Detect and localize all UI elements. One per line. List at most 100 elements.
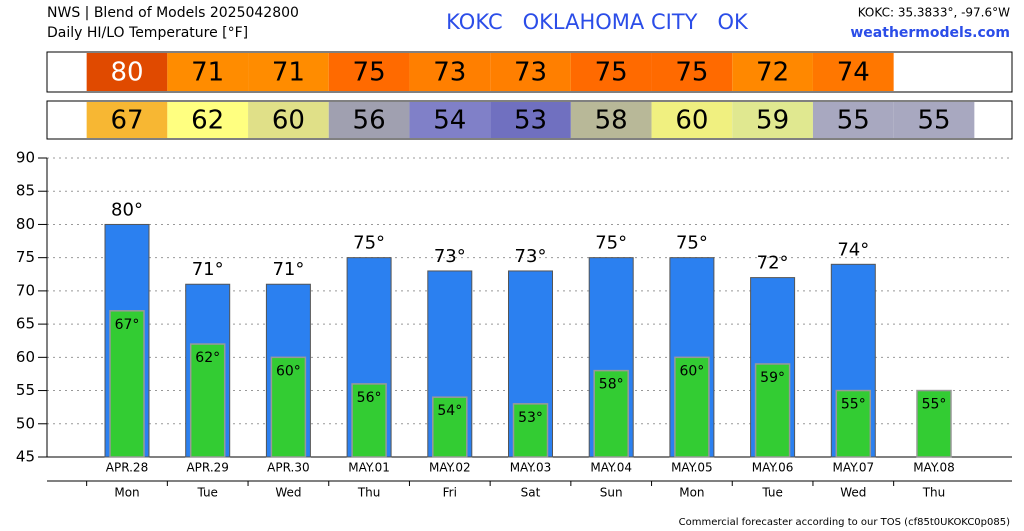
- table-value: 80: [110, 58, 143, 88]
- weekday-label: Sun: [600, 486, 623, 500]
- x-tick-label: APR.29: [186, 461, 228, 475]
- low-bar: [593, 369, 629, 458]
- chart-title: NWS | Blend of Models 2025042800: [47, 5, 299, 21]
- low-label: 59°: [760, 370, 785, 386]
- low-bar: [351, 383, 387, 458]
- x-tick-label: MAY.03: [510, 461, 552, 475]
- y-tick-label: 90: [16, 149, 35, 167]
- high-label: 73°: [515, 246, 547, 267]
- high-label: 75°: [676, 233, 708, 254]
- weekday-label: Wed: [840, 486, 866, 500]
- table-cell: [812, 102, 894, 138]
- high-label: 72°: [757, 253, 789, 274]
- table-cell: [409, 53, 491, 91]
- table-value: 60: [675, 106, 708, 136]
- weekday-label: Thu: [922, 486, 946, 500]
- y-tick-label: 55: [16, 381, 35, 399]
- source: weathermodels.com: [850, 25, 1010, 41]
- table-value: 67: [110, 106, 143, 136]
- table-value: 55: [837, 106, 870, 136]
- weekday-label: Wed: [275, 486, 301, 500]
- low-label: 54°: [437, 403, 462, 419]
- table-cell: [328, 53, 410, 91]
- x-tick-label: MAY.01: [348, 461, 390, 475]
- low-label: 56°: [357, 390, 382, 406]
- table-cell: [248, 53, 329, 91]
- x-tick-label: MAY.08: [913, 461, 955, 475]
- table-value: 55: [917, 106, 950, 136]
- y-tick-label: 50: [16, 414, 35, 432]
- low-bar: [189, 343, 226, 458]
- table-cell: [86, 53, 168, 91]
- low-bar: [270, 356, 307, 458]
- weekday-label: Tue: [761, 486, 783, 500]
- high-label: 75°: [595, 233, 627, 254]
- chart-subtitle: Daily HI/LO Temperature [°F]: [47, 25, 248, 41]
- table-cell: [167, 53, 249, 91]
- table-value: 71: [191, 58, 224, 88]
- low-label: 55°: [841, 397, 866, 413]
- y-tick-label: 85: [16, 182, 35, 200]
- x-tick-label: APR.28: [106, 461, 148, 475]
- table-cell: [651, 53, 733, 91]
- table-cell: [248, 102, 329, 138]
- table-value: 73: [514, 58, 547, 88]
- weekday-label: Tue: [196, 486, 218, 500]
- table-value: 59: [756, 106, 789, 136]
- table-cell: [409, 102, 491, 138]
- low-label: 55°: [922, 397, 947, 413]
- table-value: 75: [353, 58, 386, 88]
- low-bar: [109, 310, 145, 458]
- low-label: 60°: [276, 363, 301, 379]
- weekday-label: Mon: [679, 486, 704, 500]
- table-cell: [812, 53, 894, 91]
- low-bar: [674, 356, 710, 458]
- table-value: 74: [837, 58, 870, 88]
- low-bar: [916, 389, 952, 458]
- x-tick-label: MAY.06: [752, 461, 794, 475]
- table-cell: [732, 102, 813, 138]
- table-value: 56: [353, 106, 386, 136]
- x-tick-label: APR.30: [267, 461, 309, 475]
- high-label: 71°: [192, 259, 224, 280]
- y-tick-label: 80: [16, 215, 35, 233]
- low-bar: [432, 396, 468, 458]
- high-label: 74°: [837, 239, 869, 260]
- high-label: 80°: [111, 199, 143, 220]
- table-cell: [570, 102, 652, 138]
- x-tick-label: MAY.02: [429, 461, 471, 475]
- table-value: 62: [191, 106, 224, 136]
- table-value: 53: [514, 106, 547, 136]
- weekday-label: Thu: [357, 486, 381, 500]
- table-cell: [490, 102, 571, 138]
- weekday-label: Fri: [443, 486, 457, 500]
- y-tick-label: 60: [16, 348, 35, 366]
- low-label: 67°: [115, 317, 140, 333]
- table-value: 75: [675, 58, 708, 88]
- x-tick-label: MAY.07: [832, 461, 874, 475]
- table-value: 58: [595, 106, 628, 136]
- table-cell: [732, 53, 813, 91]
- low-bar: [835, 389, 872, 458]
- table-value: 60: [272, 106, 305, 136]
- table-cell: [490, 53, 571, 91]
- footer: Commercial forecaster according to our T…: [679, 517, 1010, 528]
- low-label: 60°: [679, 363, 704, 379]
- low-label: 58°: [599, 377, 624, 393]
- y-tick-label: 70: [16, 281, 35, 299]
- high-label: 71°: [272, 259, 304, 280]
- table-value: 54: [433, 106, 466, 136]
- high-label: 73°: [434, 246, 466, 267]
- coordinates: KOKC: 35.3833°, -97.6°W: [858, 6, 1010, 20]
- station-title: KOKC OKLAHOMA CITY OK: [446, 10, 749, 34]
- table-cell: [893, 102, 975, 138]
- y-tick-label: 45: [16, 448, 35, 466]
- table-cell: [86, 102, 168, 138]
- low-label: 62°: [195, 350, 220, 366]
- x-tick-label: MAY.05: [671, 461, 713, 475]
- low-bar: [754, 363, 791, 458]
- low-bar: [512, 403, 549, 458]
- table-cell: [570, 53, 652, 91]
- y-tick-label: 65: [16, 315, 35, 333]
